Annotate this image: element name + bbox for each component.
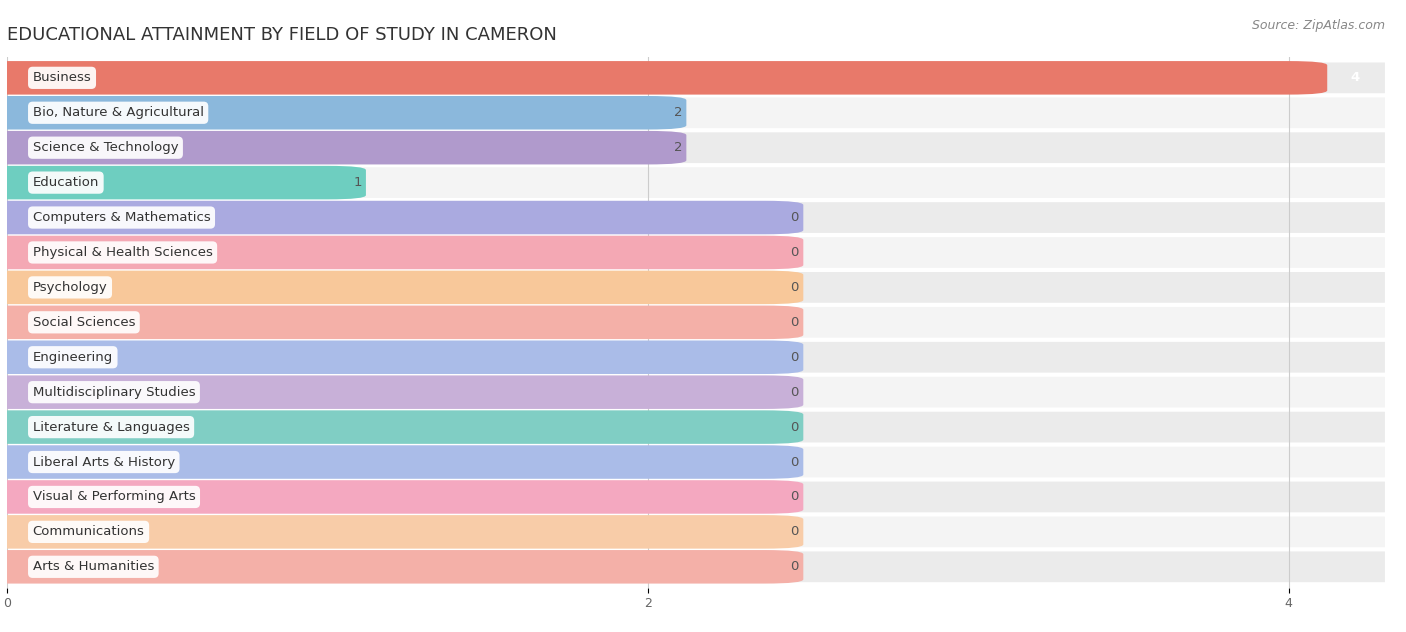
FancyBboxPatch shape <box>7 272 1385 303</box>
FancyBboxPatch shape <box>0 480 803 514</box>
FancyBboxPatch shape <box>0 410 803 444</box>
Text: 0: 0 <box>790 421 799 434</box>
FancyBboxPatch shape <box>0 341 803 374</box>
Text: Literature & Languages: Literature & Languages <box>32 421 190 434</box>
FancyBboxPatch shape <box>7 411 1385 442</box>
Text: Bio, Nature & Agricultural: Bio, Nature & Agricultural <box>32 106 204 119</box>
Text: Communications: Communications <box>32 525 145 538</box>
Text: 0: 0 <box>790 490 799 504</box>
Text: 2: 2 <box>673 141 682 154</box>
FancyBboxPatch shape <box>7 377 1385 408</box>
Text: Visual & Performing Arts: Visual & Performing Arts <box>32 490 195 504</box>
FancyBboxPatch shape <box>7 237 1385 268</box>
Text: Social Sciences: Social Sciences <box>32 316 135 329</box>
FancyBboxPatch shape <box>0 236 803 269</box>
FancyBboxPatch shape <box>7 167 1385 198</box>
Text: Computers & Mathematics: Computers & Mathematics <box>32 211 211 224</box>
Text: 1: 1 <box>353 176 361 189</box>
Text: Source: ZipAtlas.com: Source: ZipAtlas.com <box>1251 19 1385 32</box>
Text: Engineering: Engineering <box>32 351 112 364</box>
FancyBboxPatch shape <box>0 166 366 199</box>
FancyBboxPatch shape <box>0 375 803 409</box>
FancyBboxPatch shape <box>7 132 1385 163</box>
FancyBboxPatch shape <box>7 342 1385 373</box>
Text: Liberal Arts & History: Liberal Arts & History <box>32 456 174 468</box>
FancyBboxPatch shape <box>7 516 1385 547</box>
Text: 0: 0 <box>790 456 799 468</box>
FancyBboxPatch shape <box>7 202 1385 233</box>
Text: 2: 2 <box>673 106 682 119</box>
Text: Multidisciplinary Studies: Multidisciplinary Studies <box>32 386 195 399</box>
FancyBboxPatch shape <box>0 61 1327 95</box>
Text: EDUCATIONAL ATTAINMENT BY FIELD OF STUDY IN CAMERON: EDUCATIONAL ATTAINMENT BY FIELD OF STUDY… <box>7 26 557 44</box>
Text: Science & Technology: Science & Technology <box>32 141 179 154</box>
Text: 0: 0 <box>790 386 799 399</box>
FancyBboxPatch shape <box>0 305 803 339</box>
FancyBboxPatch shape <box>0 201 803 234</box>
FancyBboxPatch shape <box>0 550 803 583</box>
FancyBboxPatch shape <box>7 482 1385 513</box>
Text: 0: 0 <box>790 211 799 224</box>
FancyBboxPatch shape <box>7 97 1385 128</box>
Text: 4: 4 <box>1350 71 1360 84</box>
Text: 0: 0 <box>790 316 799 329</box>
Text: Psychology: Psychology <box>32 281 107 294</box>
Text: Arts & Humanities: Arts & Humanities <box>32 561 155 573</box>
FancyBboxPatch shape <box>0 515 803 549</box>
Text: 0: 0 <box>790 281 799 294</box>
FancyBboxPatch shape <box>7 63 1385 93</box>
FancyBboxPatch shape <box>7 307 1385 337</box>
FancyBboxPatch shape <box>0 270 803 304</box>
Text: Physical & Health Sciences: Physical & Health Sciences <box>32 246 212 259</box>
FancyBboxPatch shape <box>0 131 686 164</box>
Text: 0: 0 <box>790 246 799 259</box>
FancyBboxPatch shape <box>0 446 803 479</box>
FancyBboxPatch shape <box>7 447 1385 477</box>
Text: 0: 0 <box>790 561 799 573</box>
Text: Education: Education <box>32 176 98 189</box>
Text: 0: 0 <box>790 351 799 364</box>
FancyBboxPatch shape <box>7 552 1385 582</box>
Text: Business: Business <box>32 71 91 84</box>
FancyBboxPatch shape <box>0 96 686 130</box>
Text: 0: 0 <box>790 525 799 538</box>
